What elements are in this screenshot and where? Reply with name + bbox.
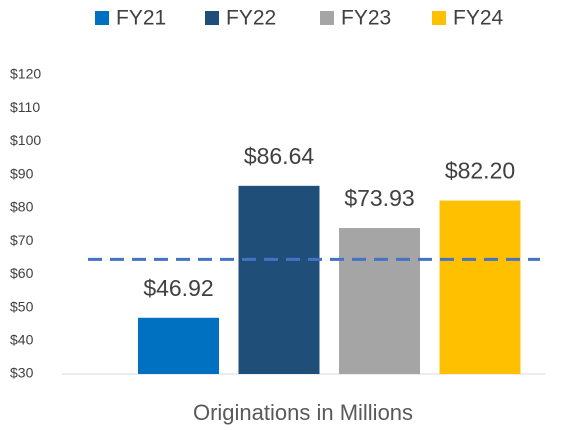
legend-swatch	[432, 11, 446, 25]
y-tick-label: $80	[10, 199, 34, 215]
y-tick-label: $40	[10, 331, 34, 347]
bar	[238, 185, 320, 374]
legend-label: FY24	[453, 7, 504, 30]
legend-swatch	[320, 11, 334, 25]
y-tick-label: $110	[10, 99, 40, 115]
data-label: $86.64	[244, 143, 315, 169]
data-label: $46.92	[143, 275, 213, 301]
bar	[439, 200, 521, 374]
legend-label: FY23	[341, 7, 391, 30]
y-tick-label: $120	[10, 66, 41, 82]
legend-label: FY21	[116, 7, 166, 30]
legend-swatch	[205, 11, 219, 25]
legend-label: FY22	[226, 7, 276, 30]
data-label: $82.20	[445, 158, 515, 184]
data-label: $73.93	[344, 185, 414, 211]
bar	[339, 228, 420, 374]
legend-swatch	[95, 11, 109, 25]
y-tick-label: $50	[10, 298, 34, 314]
y-tick-label: $70	[10, 232, 34, 248]
bar	[138, 317, 219, 374]
y-tick-label: $30	[10, 365, 34, 381]
x-axis-label: Originations in Millions	[193, 400, 413, 425]
y-tick-label: $100	[10, 132, 41, 148]
y-tick-label: $90	[10, 165, 34, 181]
y-tick-label: $60	[10, 265, 34, 281]
